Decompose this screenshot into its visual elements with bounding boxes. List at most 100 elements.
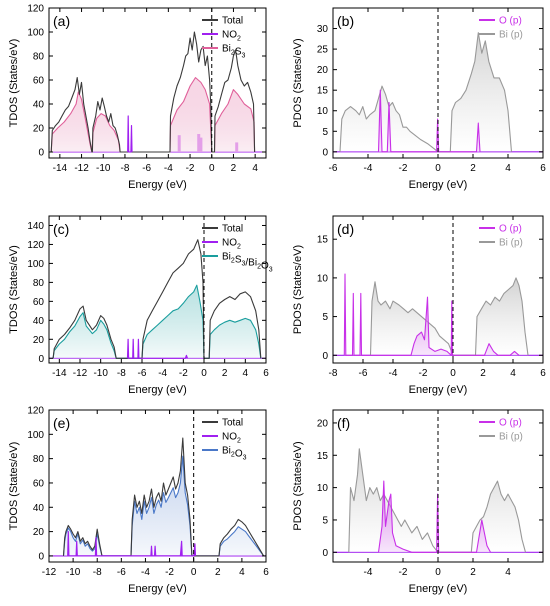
x-tick-label: -2 xyxy=(419,368,428,379)
x-tick-label: 2 xyxy=(222,368,228,379)
x-tick-label: -4 xyxy=(141,567,150,578)
panel-d: -8 -6 -4 -2 0 2 4 6 0 5 10 15 Energy (eV) PDOS (State… xyxy=(292,215,546,396)
x-tick-label: -14 xyxy=(53,163,68,174)
x-tick-label: -8 xyxy=(93,567,102,578)
series-line-bi-p xyxy=(339,32,513,153)
series-line-bi2s3-bi2o3 xyxy=(52,284,262,359)
y-tick-label: 100 xyxy=(27,259,44,270)
legend-item: Total xyxy=(202,224,243,235)
series-line-total xyxy=(52,239,262,359)
legend-item: Total xyxy=(202,418,243,429)
panel-label: (a) xyxy=(53,13,70,29)
legend-item: Bi2O3 xyxy=(202,446,247,462)
y-tick-label: 120 xyxy=(27,240,44,251)
x-tick-label: -8 xyxy=(329,368,338,379)
x-tick-label: -8 xyxy=(117,368,126,379)
x-tick-label: -12 xyxy=(74,163,89,174)
series-line-o-p xyxy=(343,273,520,356)
x-axis-label: Energy (eV) xyxy=(409,179,468,191)
panel-label: (e) xyxy=(53,415,70,431)
x-tick-label: -4 xyxy=(164,163,173,174)
x-tick-label: -10 xyxy=(96,163,111,174)
plot-area xyxy=(333,273,543,356)
legend-item: NO2 xyxy=(202,432,241,445)
x-tick-label: 4 xyxy=(243,368,249,379)
y-tick-label: 5 xyxy=(322,312,328,323)
y-axis-label: PDOS (States/eV) xyxy=(292,38,304,127)
y-tick-label: 140 xyxy=(27,221,44,232)
legend-item: NO2 xyxy=(202,30,241,43)
x-tick-label: -6 xyxy=(359,368,368,379)
plot-area xyxy=(333,32,543,153)
x-tick-label: 0 xyxy=(191,567,197,578)
legend-label: Bi (p) xyxy=(499,432,523,443)
x-tick-label: 2 xyxy=(231,163,237,174)
series-line-no2 xyxy=(126,338,189,359)
x-tick-label: -4 xyxy=(389,368,398,379)
x-tick-label: 6 xyxy=(263,368,269,379)
series-line-bi-p xyxy=(369,277,529,356)
panel-e: -12 -10 -8 -6 -4 -2 0 2 4 6020406080100120Energy … xyxy=(8,406,269,596)
y-axis-label: TDOS (States/eV) xyxy=(8,442,20,531)
x-tick-label: -4 xyxy=(364,163,373,174)
legend-item: O (p) xyxy=(479,418,522,429)
y-tick-label: 0 xyxy=(322,351,328,362)
series-line-bi-p xyxy=(348,448,527,553)
x-tick-label: 0 xyxy=(435,567,441,578)
series-line-o-p xyxy=(377,89,481,153)
series-fill-bi2s3-bi2o3 xyxy=(53,285,261,359)
legend-item: NO2 xyxy=(202,238,241,251)
legend-label: NO2 xyxy=(222,432,241,445)
panel-label: (d) xyxy=(337,221,354,237)
legend-label: Bi2O3 xyxy=(222,446,247,462)
panel-a: -14 -12 -10 -8 -6 -4 -2 0 2 4020406080100120Energ… xyxy=(8,4,267,191)
y-tick-label: 80 xyxy=(33,454,45,465)
legend-label: NO2 xyxy=(222,238,241,251)
legend-item: Bi (p) xyxy=(479,432,523,443)
panel-label: (c) xyxy=(53,221,69,237)
x-tick-label: -2 xyxy=(186,163,195,174)
y-tick-label: 10 xyxy=(317,483,329,494)
legend-item: Bi2S3/Bi2O3 xyxy=(202,252,273,274)
x-tick-label: 2 xyxy=(480,368,486,379)
x-tick-label: -2 xyxy=(179,368,188,379)
x-tick-label: 2 xyxy=(470,567,476,578)
panel-b: -6 -4 -2 0 2 4 6 0 5 10 15 20 25 30 Energy (eV) PDOS (S… xyxy=(292,7,546,191)
y-axis-label: TDOS (States/eV) xyxy=(8,39,20,128)
legend-item: Bi (p) xyxy=(479,238,523,249)
legend-label: Bi2S3/Bi2O3 xyxy=(222,252,273,274)
x-axis-label: Energy (eV) xyxy=(128,179,187,191)
series-fill-bi-p xyxy=(340,32,512,152)
y-tick-label: 80 xyxy=(33,278,45,289)
y-tick-label: 15 xyxy=(317,451,329,462)
x-axis-label: Energy (eV) xyxy=(409,583,468,595)
y-axis-label: PDOS (States/eV) xyxy=(292,441,304,530)
y-tick-label: 60 xyxy=(33,297,45,308)
y-tick-label: 40 xyxy=(33,316,45,327)
legend-item: Total xyxy=(202,16,243,27)
legend-label: O (p) xyxy=(499,418,522,429)
x-tick-label: 4 xyxy=(505,163,511,174)
y-tick-label: 0 xyxy=(38,551,44,562)
y-tick-label: 40 xyxy=(33,503,45,514)
x-tick-label: 4 xyxy=(239,567,245,578)
legend-label: Bi (p) xyxy=(499,30,523,41)
x-tick-label: -10 xyxy=(93,368,108,379)
x-tick-label: -2 xyxy=(399,567,408,578)
x-tick-label: 4 xyxy=(510,368,516,379)
plot-frame xyxy=(48,409,267,563)
y-tick-label: 20 xyxy=(317,418,329,429)
x-tick-label: -4 xyxy=(158,368,167,379)
y-tick-label: 20 xyxy=(33,335,45,346)
x-tick-label: 0 xyxy=(201,368,207,379)
series-line-no2 xyxy=(67,530,197,557)
x-tick-label: 0 xyxy=(209,163,215,174)
x-tick-label: 6 xyxy=(263,567,269,578)
y-axis-label: PDOS (States/eV) xyxy=(292,245,304,334)
y-tick-label: 20 xyxy=(33,527,45,538)
series-fill-o-p xyxy=(378,481,491,553)
series-fill-bi2o3 xyxy=(63,456,264,556)
x-tick-label: 2 xyxy=(215,567,221,578)
x-tick-label: -6 xyxy=(142,163,151,174)
